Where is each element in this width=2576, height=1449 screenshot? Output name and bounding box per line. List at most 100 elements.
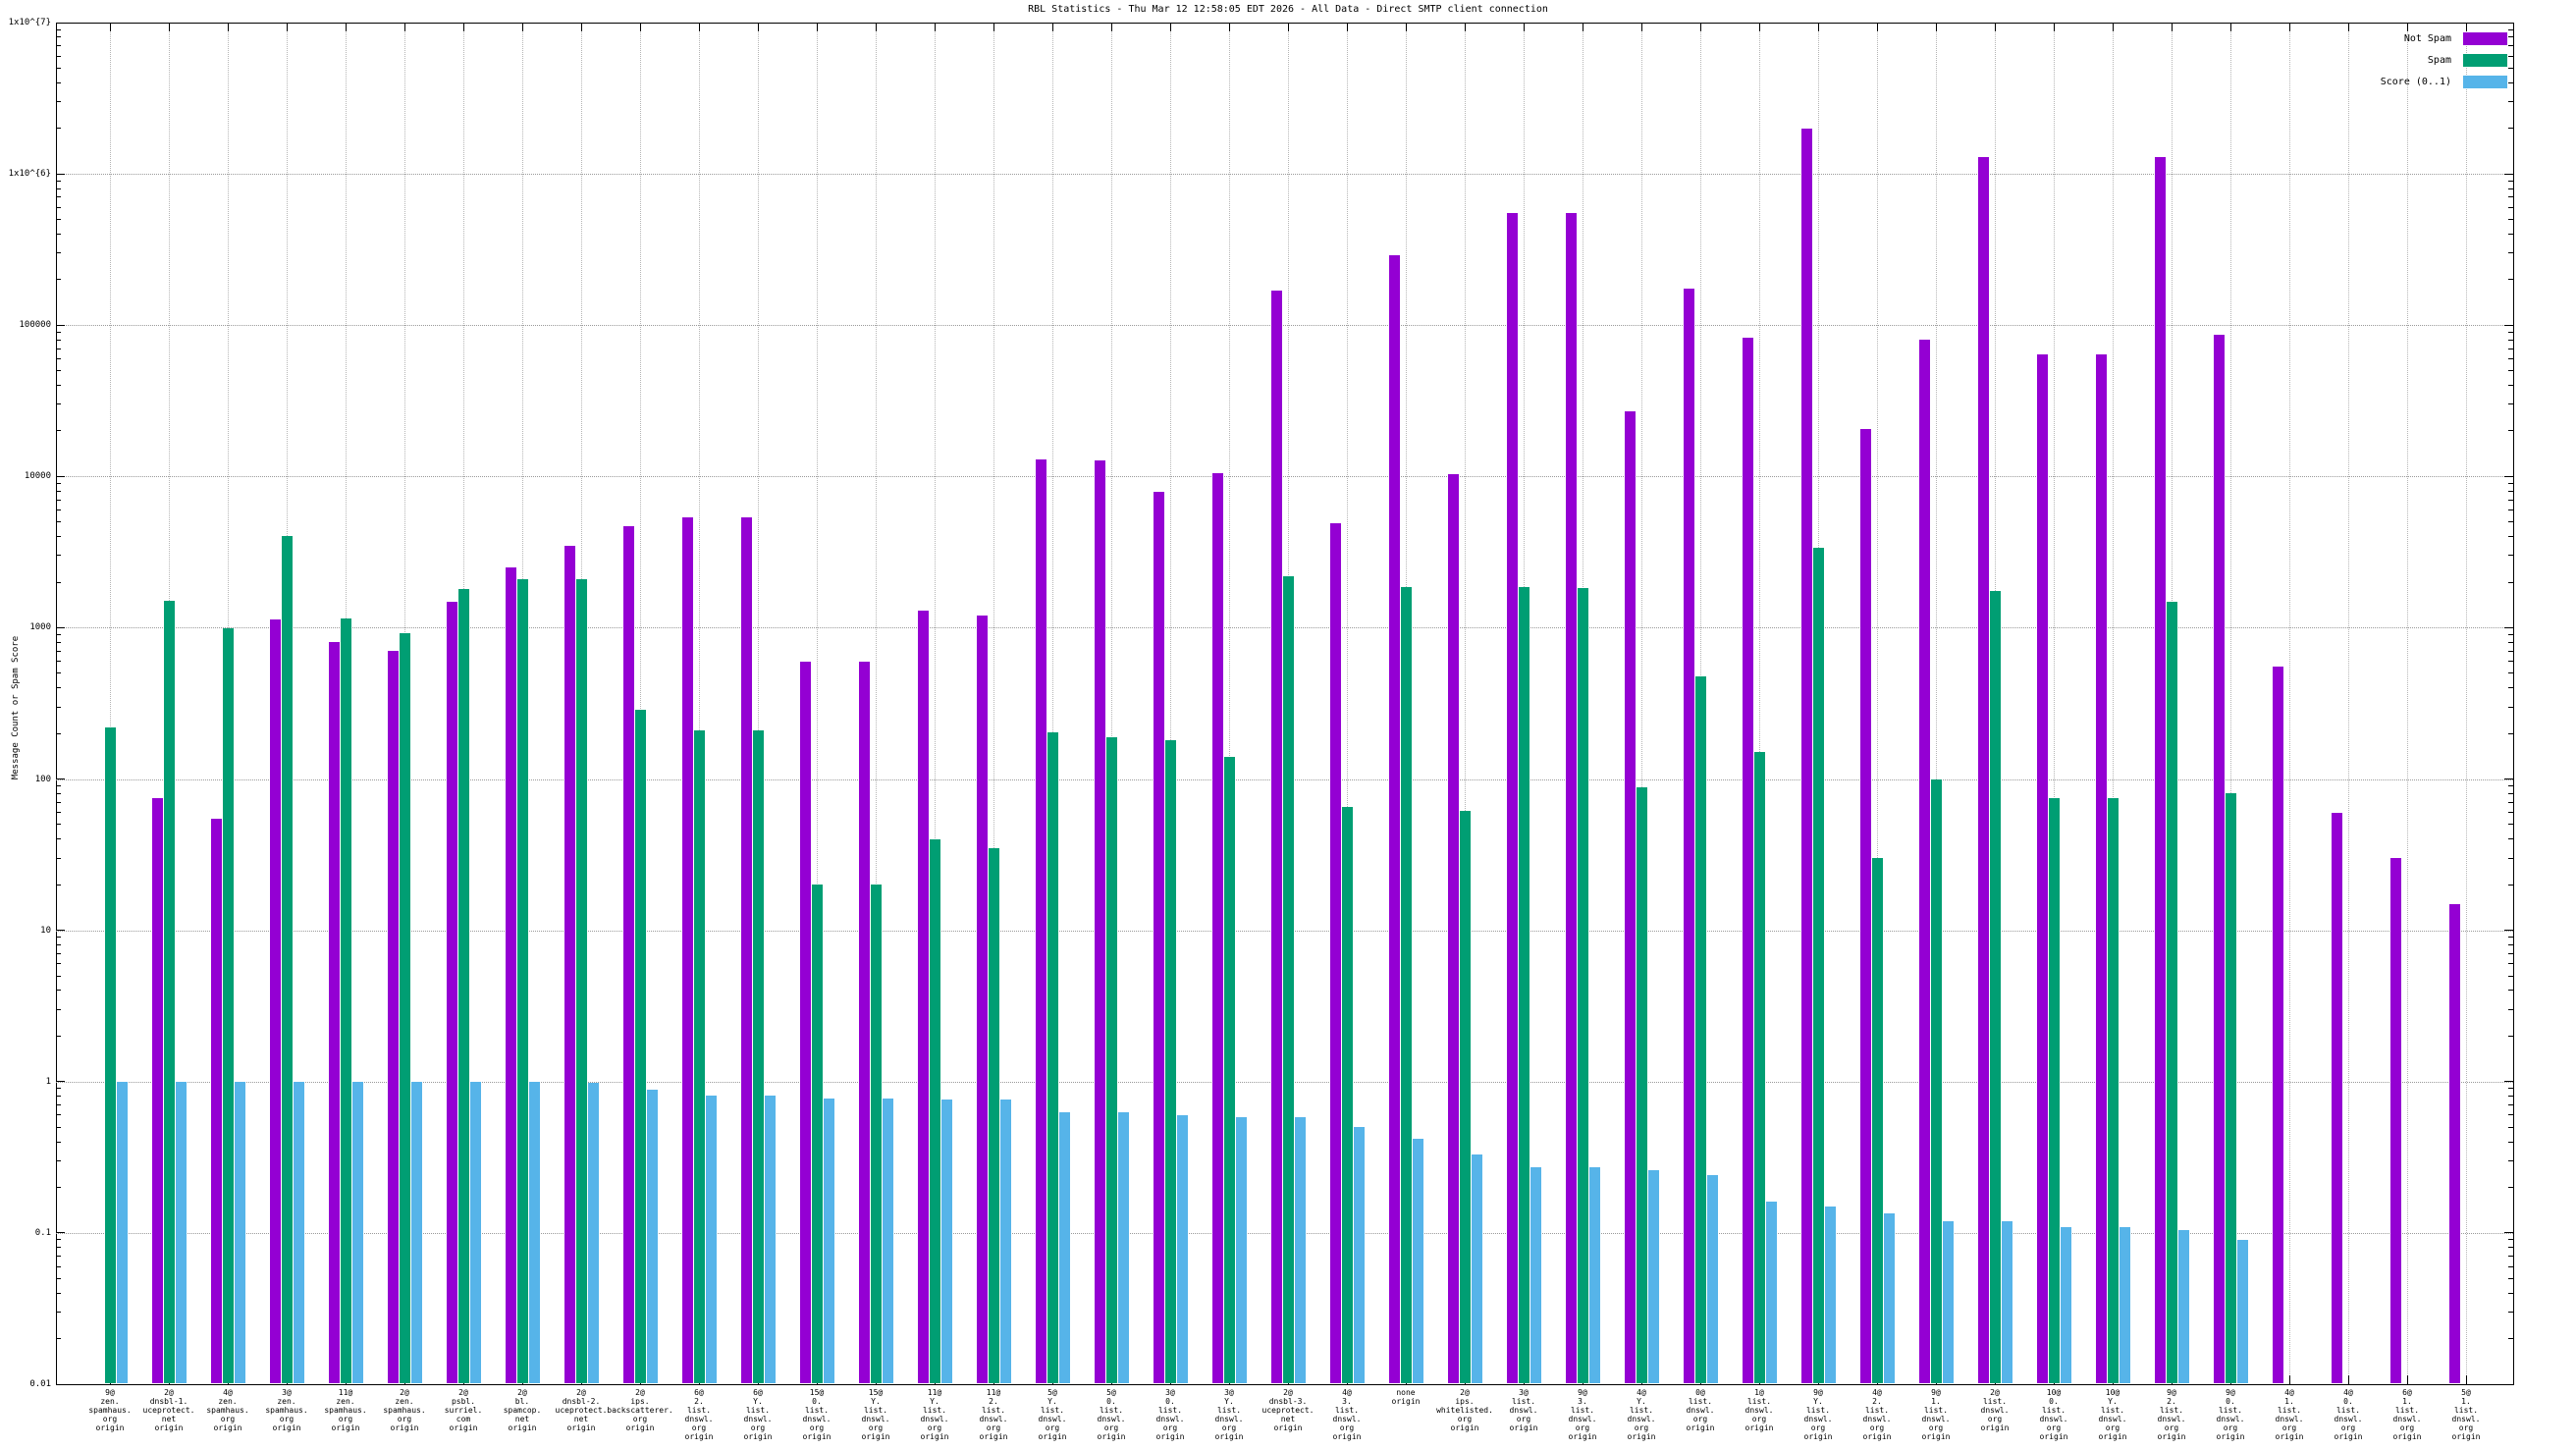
y-gridline	[56, 325, 2513, 327]
x-tick-label: 2@ dnsbl-1. uceprotect. net origin	[142, 1388, 195, 1432]
x-tick-top	[345, 23, 347, 31]
bar-not-spam	[152, 797, 163, 1383]
y-major-tick-right	[2504, 173, 2513, 175]
bar-spam	[2107, 797, 2119, 1383]
x-gridline	[2054, 23, 2055, 1384]
y-minor-tick-left	[56, 536, 61, 538]
bar-not-spam	[1036, 458, 1046, 1383]
x-tick-top	[2053, 23, 2055, 31]
y-minor-tick-right	[2508, 838, 2513, 840]
y-minor-tick-right	[2508, 385, 2513, 387]
x-tick-label: 2@ dnsbl-2. uceprotect. net origin	[555, 1388, 608, 1432]
bar-spam	[870, 885, 882, 1383]
bar-spam	[1753, 752, 1765, 1383]
bar-score	[2001, 1220, 2012, 1383]
x-tick-label: 3@ zen. spamhaus. org origin	[265, 1388, 308, 1432]
y-minor-tick-right	[2508, 81, 2513, 83]
bar-score	[764, 1095, 776, 1383]
bar-score	[1235, 1117, 1247, 1383]
x-tick-label: 6@ Y. list. dnswl. org origin	[743, 1388, 773, 1441]
bar-not-spam	[2273, 667, 2283, 1383]
x-tick-top	[639, 23, 641, 31]
x-tick-top	[816, 23, 818, 31]
y-minor-tick-left	[56, 812, 61, 814]
x-tick-label: 3@ Y. list. dnswl. org origin	[1214, 1388, 1244, 1441]
bar-score	[1647, 1169, 1659, 1383]
y-minor-tick-right	[2508, 403, 2513, 405]
y-major-tick-left	[56, 22, 65, 24]
y-minor-tick-right	[2508, 28, 2513, 30]
y-minor-tick-left	[56, 990, 61, 992]
legend-label: Not Spam	[2403, 32, 2451, 44]
x-gridline	[1347, 23, 1348, 1384]
bar-not-spam	[1801, 128, 1812, 1383]
y-major-tick-left	[56, 1081, 65, 1083]
y-major-tick-right	[2504, 475, 2513, 477]
x-tick-top	[1051, 23, 1053, 31]
x-tick-top	[1758, 23, 1760, 31]
x-gridline	[2113, 23, 2114, 1384]
y-minor-tick-right	[2508, 581, 2513, 583]
x-tick-label: 4@ 0. list. dnswl. org origin	[2334, 1388, 2363, 1441]
y-minor-tick-right	[2508, 206, 2513, 208]
bar-score	[1765, 1202, 1777, 1383]
y-minor-tick-left	[56, 953, 61, 955]
bar-not-spam	[1978, 156, 1989, 1383]
x-tick-top	[521, 23, 523, 31]
bar-spam	[634, 710, 646, 1383]
x-tick-top	[1287, 23, 1289, 31]
x-tick-top	[875, 23, 877, 31]
legend-item: Not Spam	[2381, 27, 2507, 49]
x-tick-top	[2347, 23, 2349, 31]
y-minor-tick-right	[2508, 180, 2513, 182]
y-minor-tick-left	[56, 838, 61, 840]
plot-area	[56, 23, 2514, 1385]
bar-score	[587, 1083, 599, 1383]
y-minor-tick-left	[56, 81, 61, 83]
y-minor-tick-right	[2508, 1088, 2513, 1090]
y-major-tick-left	[56, 324, 65, 326]
y-minor-tick-left	[56, 180, 61, 182]
y-minor-tick-right	[2508, 196, 2513, 198]
y-minor-tick-right	[2508, 857, 2513, 859]
y-minor-tick-left	[56, 1126, 61, 1128]
bar-spam	[1694, 675, 1706, 1383]
y-tick-label: 100	[34, 774, 51, 784]
x-tick-bottom	[2347, 1375, 2349, 1384]
y-minor-tick-right	[2508, 1114, 2513, 1116]
y-minor-tick-left	[56, 687, 61, 689]
x-tick-top	[934, 23, 936, 31]
bar-spam	[1046, 731, 1058, 1383]
bar-score	[2119, 1226, 2130, 1383]
x-tick-label: 4@ 1. list. dnswl. org origin	[2275, 1388, 2304, 1441]
x-tick-label: 4@ Y. list. dnswl. org origin	[1627, 1388, 1656, 1441]
y-minor-tick-right	[2508, 357, 2513, 359]
bar-not-spam	[1271, 290, 1282, 1383]
y-minor-tick-left	[56, 1292, 61, 1294]
y-minor-tick-right	[2508, 1277, 2513, 1279]
x-tick-top	[1464, 23, 1466, 31]
x-tick-top	[2406, 23, 2408, 31]
bar-not-spam	[918, 610, 929, 1383]
y-minor-tick-left	[56, 1141, 61, 1143]
y-minor-tick-right	[2508, 687, 2513, 689]
y-minor-tick-left	[56, 937, 61, 939]
bar-not-spam	[1095, 459, 1105, 1383]
y-minor-tick-right	[2508, 279, 2513, 281]
bar-not-spam	[211, 818, 222, 1383]
bar-score	[1942, 1220, 1954, 1383]
y-minor-tick-right	[2508, 975, 2513, 977]
y-minor-tick-right	[2508, 706, 2513, 708]
bar-spam	[811, 885, 823, 1383]
bar-not-spam	[623, 525, 634, 1383]
x-gridline	[2348, 23, 2349, 1384]
y-minor-tick-left	[56, 219, 61, 220]
bar-score	[1176, 1114, 1188, 1383]
bar-score	[1412, 1138, 1423, 1383]
bar-not-spam	[270, 619, 281, 1383]
y-minor-tick-right	[2508, 963, 2513, 965]
bar-score	[234, 1081, 245, 1383]
y-minor-tick-left	[56, 1008, 61, 1010]
y-minor-tick-right	[2508, 101, 2513, 103]
y-major-tick-right	[2504, 626, 2513, 628]
